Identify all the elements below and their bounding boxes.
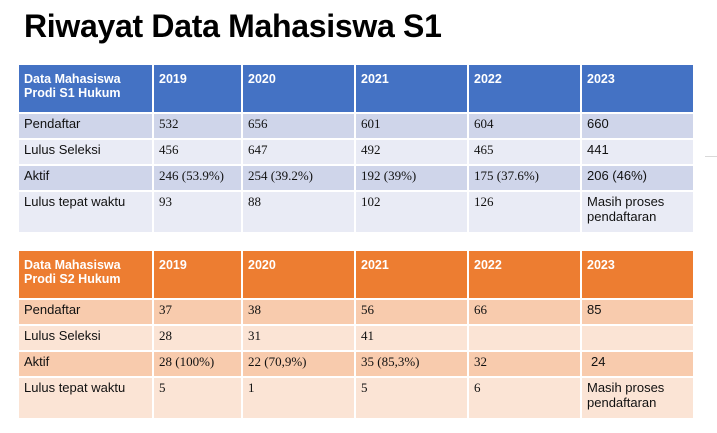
table-cell: 31 <box>241 324 356 352</box>
header-line: Data Mahasiswa <box>24 72 121 86</box>
table-cell: 206 (46%) <box>580 164 695 192</box>
table-cell <box>580 324 695 352</box>
header-line: Prodi S1 Hukum <box>24 86 121 100</box>
row-label: Lulus Seleksi <box>17 324 154 352</box>
header-label: Data Mahasiswa Prodi S2 Hukum <box>17 249 154 300</box>
header-label: Data Mahasiswa Prodi S1 Hukum <box>17 63 154 114</box>
table-cell: 28 (100%) <box>152 350 243 378</box>
row-label: Lulus tepat waktu <box>17 190 154 234</box>
table-cell: 465 <box>467 138 582 166</box>
table-cell: 32 <box>467 350 582 378</box>
divider <box>705 156 717 157</box>
table-cell: 93 <box>152 190 243 234</box>
table-cell: 601 <box>354 112 469 140</box>
table-cell: 246 (53.9%) <box>152 164 243 192</box>
year-header: 2023 <box>580 249 695 300</box>
table-row: Aktif 28 (100%) 22 (70,9%) 35 (85,3%) 32… <box>17 350 695 378</box>
row-label: Lulus Seleksi <box>17 138 154 166</box>
table-cell: 656 <box>241 112 356 140</box>
year-header: 2021 <box>354 249 469 300</box>
table-cell: 85 <box>580 298 695 326</box>
year-header: 2019 <box>152 63 243 114</box>
table-cell <box>467 324 582 352</box>
year-header: 2022 <box>467 249 582 300</box>
table-cell: 647 <box>241 138 356 166</box>
table-cell: 102 <box>354 190 469 234</box>
header-line: Prodi S2 Hukum <box>24 272 121 286</box>
year-header: 2021 <box>354 63 469 114</box>
table-cell: 660 <box>580 112 695 140</box>
table-cell: 22 (70,9%) <box>241 350 356 378</box>
table-cell: 1 <box>241 376 356 420</box>
table-cell: 441 <box>580 138 695 166</box>
table-row: Lulus tepat waktu 5 1 5 6 Masih proses p… <box>17 376 695 420</box>
table-cell: 5 <box>354 376 469 420</box>
table-cell: 56 <box>354 298 469 326</box>
table-cell: 604 <box>467 112 582 140</box>
table-row: Aktif 246 (53.9%) 254 (39.2%) 192 (39%) … <box>17 164 695 192</box>
table-cell: 532 <box>152 112 243 140</box>
row-label: Aktif <box>17 164 154 192</box>
table-cell: 38 <box>241 298 356 326</box>
table-cell: 41 <box>354 324 469 352</box>
table-s2: Data Mahasiswa Prodi S2 Hukum 2019 2020 … <box>17 249 695 420</box>
table-cell: 126 <box>467 190 582 234</box>
table-row: Lulus tepat waktu 93 88 102 126 Masih pr… <box>17 190 695 234</box>
row-label: Pendaftar <box>17 112 154 140</box>
row-label: Lulus tepat waktu <box>17 376 154 420</box>
table-row: Pendaftar 532 656 601 604 660 <box>17 112 695 140</box>
year-header: 2023 <box>580 63 695 114</box>
table-header-row: Data Mahasiswa Prodi S1 Hukum 2019 2020 … <box>17 63 695 114</box>
row-label: Aktif <box>17 350 154 378</box>
table-cell: 175 (37.6%) <box>467 164 582 192</box>
header-line: Data Mahasiswa <box>24 258 121 272</box>
year-header: 2020 <box>241 249 356 300</box>
table-row: Lulus Seleksi 28 31 41 <box>17 324 695 352</box>
table-s1: Data Mahasiswa Prodi S1 Hukum 2019 2020 … <box>17 63 695 234</box>
table-row: Lulus Seleksi 456 647 492 465 441 <box>17 138 695 166</box>
table-cell: 254 (39.2%) <box>241 164 356 192</box>
table-cell: Masih proses pendaftaran <box>580 190 695 234</box>
table-cell: 5 <box>152 376 243 420</box>
table-cell: 6 <box>467 376 582 420</box>
table-cell: 456 <box>152 138 243 166</box>
table-cell: 37 <box>152 298 243 326</box>
table-cell: 66 <box>467 298 582 326</box>
year-header: 2022 <box>467 63 582 114</box>
row-label: Pendaftar <box>17 298 154 326</box>
table-cell: Masih proses pendaftaran <box>580 376 695 420</box>
table-cell: 24 <box>580 350 695 378</box>
table-cell: 492 <box>354 138 469 166</box>
table-cell: 35 (85,3%) <box>354 350 469 378</box>
table-cell: 28 <box>152 324 243 352</box>
table-row: Pendaftar 37 38 56 66 85 <box>17 298 695 326</box>
table-header-row: Data Mahasiswa Prodi S2 Hukum 2019 2020 … <box>17 249 695 300</box>
year-header: 2020 <box>241 63 356 114</box>
table-cell: 192 (39%) <box>354 164 469 192</box>
page-title: Riwayat Data Mahasiswa S1 <box>24 8 442 44</box>
table-cell: 88 <box>241 190 356 234</box>
year-header: 2019 <box>152 249 243 300</box>
